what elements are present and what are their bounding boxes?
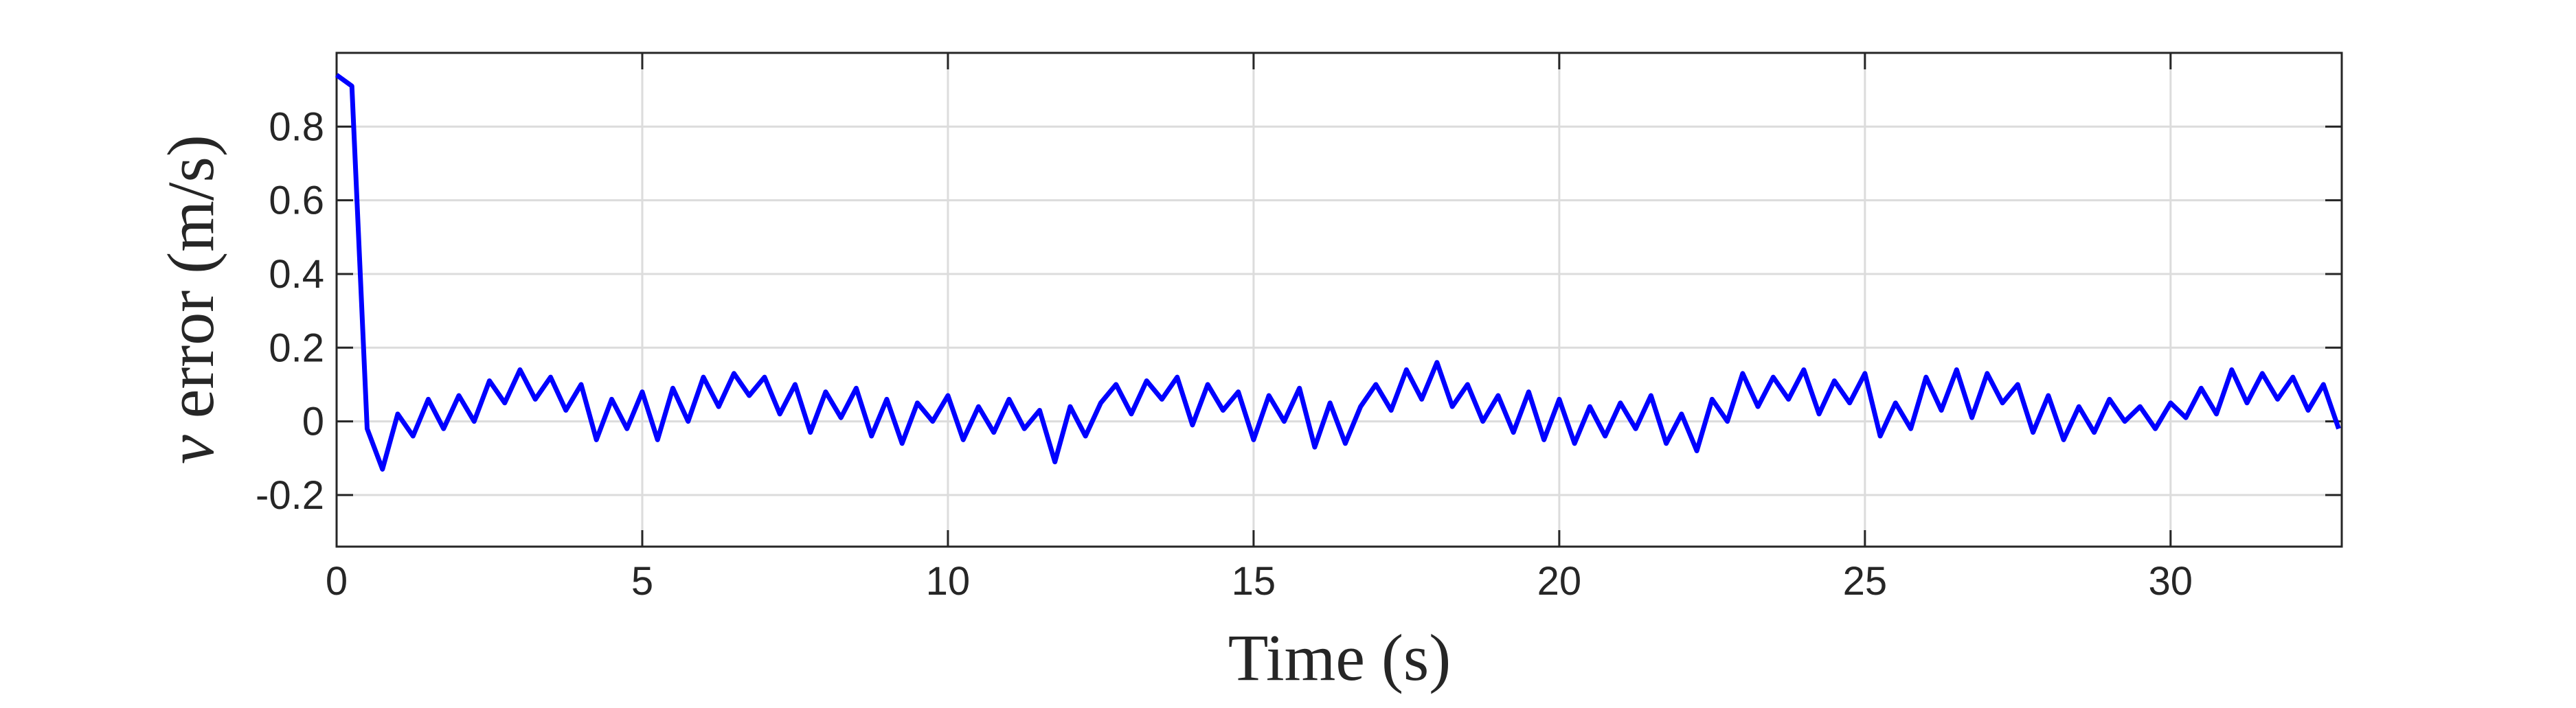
x-tick-label: 5 xyxy=(631,559,653,604)
x-axis-label: Time (s) xyxy=(1228,621,1451,694)
y-tick-label: -0.2 xyxy=(256,473,324,518)
y-axis-variable: v xyxy=(154,435,227,464)
y-tick-label: 0.4 xyxy=(269,252,324,297)
y-tick-label: 0.8 xyxy=(269,104,324,149)
x-tick-label: 10 xyxy=(926,559,971,604)
x-tick-label: 0 xyxy=(326,559,348,604)
plot-frame xyxy=(335,52,2343,548)
x-tick-label: 30 xyxy=(2149,559,2193,604)
y-tick-label: 0.6 xyxy=(269,179,324,223)
data-line xyxy=(335,73,2341,472)
x-tick-label: 15 xyxy=(1232,559,1276,604)
x-tick-label: 20 xyxy=(1537,559,1582,604)
x-tick-label: 25 xyxy=(1843,559,1888,604)
y-tick-label: 0 xyxy=(302,400,324,444)
y-tick-label: 0.2 xyxy=(269,326,324,370)
y-axis-label: v error (m/s) xyxy=(154,135,227,464)
y-axis-label-text: error (m/s) xyxy=(154,135,227,418)
